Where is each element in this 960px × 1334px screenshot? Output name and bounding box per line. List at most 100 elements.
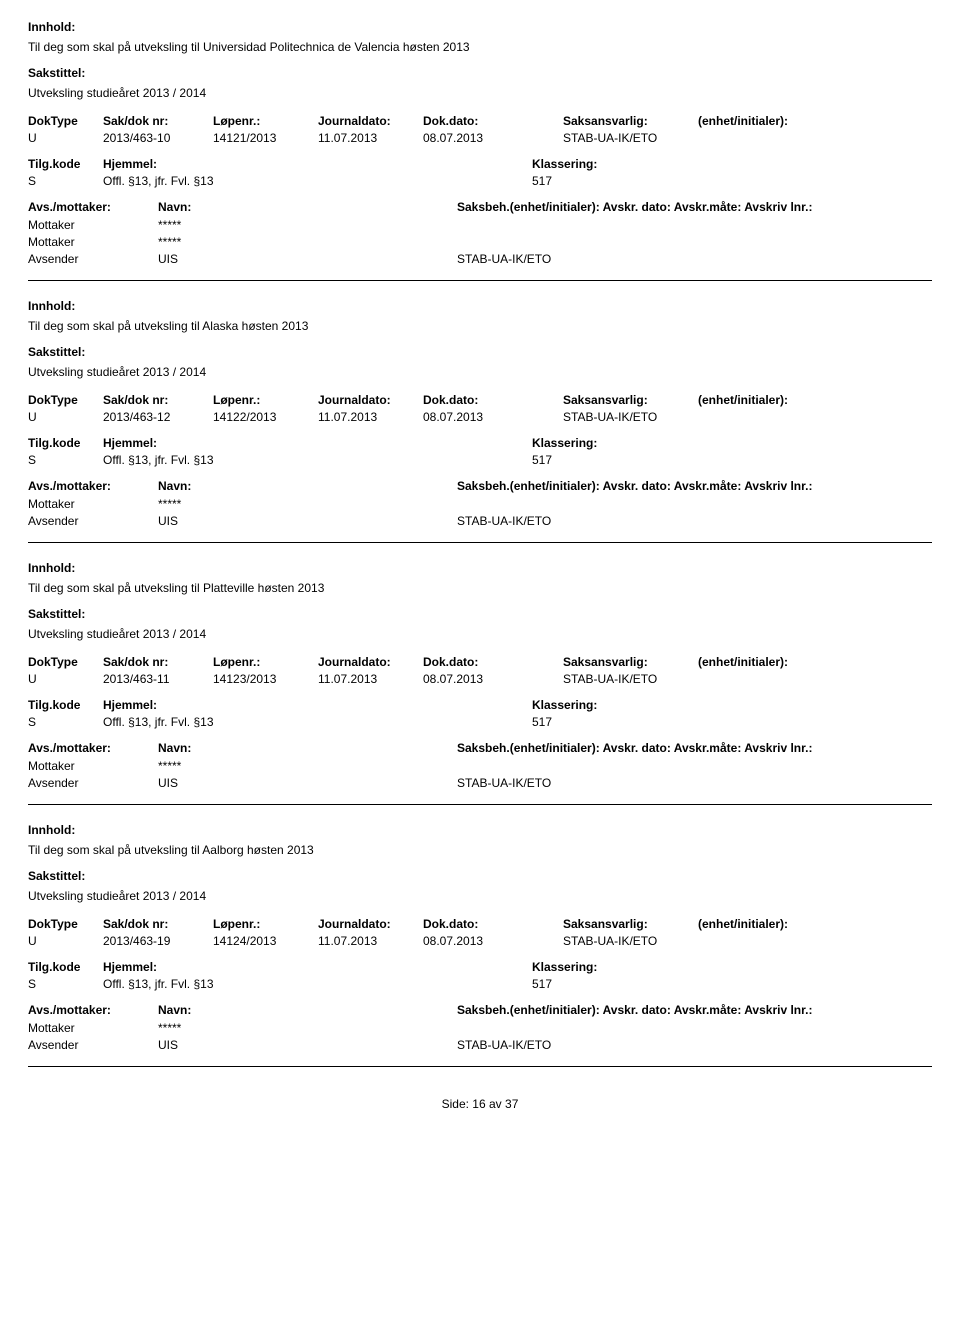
hjemmel-label: Hjemmel:: [103, 698, 532, 712]
tilg-header-row: Tilg.kodeHjemmel:Klassering:: [28, 960, 932, 974]
party-unit: [457, 497, 932, 511]
col-saksansvarlig-label: Saksansvarlig:: [563, 917, 698, 931]
party-row: Mottaker*****: [28, 759, 932, 773]
party-role: Mottaker: [28, 235, 158, 249]
hjemmel-label: Hjemmel:: [103, 436, 532, 450]
journal-entry: Innhold: Til deg som skal på utveksling t…: [28, 299, 932, 528]
hjemmel-value: Offl. §13, jfr. Fvl. §13: [103, 977, 532, 991]
innhold-text: Til deg som skal på utveksling til Alask…: [28, 319, 932, 333]
col-journaldato-label: Journaldato:: [318, 393, 423, 407]
meta-data-row: U2013/463-1914124/201311.07.201308.07.20…: [28, 934, 932, 948]
journaldato-value: 11.07.2013: [318, 934, 423, 948]
party-name: *****: [158, 497, 457, 511]
col-enhet-label: (enhet/initialer):: [698, 655, 932, 669]
party-name: *****: [158, 218, 457, 232]
tilgkode-value: S: [28, 453, 103, 467]
dokdato-value: 08.07.2013: [423, 672, 563, 686]
col-dokdato-label: Dok.dato:: [423, 393, 563, 407]
enhet-value: [698, 410, 932, 424]
footer-page-sep: av: [489, 1097, 502, 1111]
col-lopenr-label: Løpenr.:: [213, 655, 318, 669]
doktype-value: U: [28, 672, 103, 686]
col-sakdok-label: Sak/dok nr:: [103, 917, 213, 931]
dokdato-value: 08.07.2013: [423, 131, 563, 145]
party-name: *****: [158, 759, 457, 773]
dokdato-value: 08.07.2013: [423, 410, 563, 424]
meta-data-row: U2013/463-1214122/201311.07.201308.07.20…: [28, 410, 932, 424]
col-dokdato-label: Dok.dato:: [423, 655, 563, 669]
party-row: Mottaker*****: [28, 235, 932, 249]
klassering-label: Klassering:: [532, 157, 932, 171]
lopenr-value: 14122/2013: [213, 410, 318, 424]
col-saksansvarlig-label: Saksansvarlig:: [563, 655, 698, 669]
col-dokdato-label: Dok.dato:: [423, 114, 563, 128]
party-role: Mottaker: [28, 1021, 158, 1035]
meta-header-row: DokTypeSak/dok nr:Løpenr.:Journaldato:Do…: [28, 393, 932, 407]
journal-entries: Innhold: Til deg som skal på utveksling t…: [28, 20, 932, 1067]
journaldato-value: 11.07.2013: [318, 672, 423, 686]
party-name: *****: [158, 235, 457, 249]
tilg-data-row: SOffl. §13, jfr. Fvl. §13517: [28, 453, 932, 467]
col-journaldato-label: Journaldato:: [318, 655, 423, 669]
tilg-data-row: SOffl. §13, jfr. Fvl. §13517: [28, 715, 932, 729]
sakdok-value: 2013/463-12: [103, 410, 213, 424]
tilgkode-value: S: [28, 174, 103, 188]
col-dokdato-label: Dok.dato:: [423, 917, 563, 931]
party-role: Mottaker: [28, 759, 158, 773]
tilg-data-row: SOffl. §13, jfr. Fvl. §13517: [28, 977, 932, 991]
party-role: Avsender: [28, 776, 158, 790]
sakstittel-label: Sakstittel:: [28, 607, 932, 621]
entry-separator: [28, 542, 932, 543]
navn-label: Navn:: [158, 479, 457, 493]
party-row: AvsenderUISSTAB-UA-IK/ETO: [28, 776, 932, 790]
sakdok-value: 2013/463-10: [103, 131, 213, 145]
tilgkode-label: Tilg.kode: [28, 960, 103, 974]
tilgkode-label: Tilg.kode: [28, 698, 103, 712]
meta-header-row: DokTypeSak/dok nr:Løpenr.:Journaldato:Do…: [28, 114, 932, 128]
party-unit: [457, 1021, 932, 1035]
footer-page-current: 16: [472, 1097, 485, 1111]
doktype-value: U: [28, 934, 103, 948]
dokdato-value: 08.07.2013: [423, 934, 563, 948]
klassering-label: Klassering:: [532, 698, 932, 712]
col-sakdok-label: Sak/dok nr:: [103, 114, 213, 128]
enhet-value: [698, 934, 932, 948]
page-footer: Side: 16 av 37: [28, 1097, 932, 1111]
col-doktype-label: DokType: [28, 393, 103, 407]
saksbeh-label: Saksbeh.(enhet/initialer): Avskr. dato: …: [457, 200, 932, 214]
party-row: AvsenderUISSTAB-UA-IK/ETO: [28, 514, 932, 528]
tilgkode-value: S: [28, 715, 103, 729]
sakstittel-text: Utveksling studieåret 2013 / 2014: [28, 627, 932, 641]
lopenr-value: 14121/2013: [213, 131, 318, 145]
footer-side-label: Side:: [442, 1097, 469, 1111]
sakstittel-text: Utveksling studieåret 2013 / 2014: [28, 86, 932, 100]
avsmottaker-label: Avs./mottaker:: [28, 1003, 158, 1017]
innhold-label: Innhold:: [28, 299, 932, 313]
hjemmel-label: Hjemmel:: [103, 157, 532, 171]
col-lopenr-label: Løpenr.:: [213, 114, 318, 128]
klassering-label: Klassering:: [532, 436, 932, 450]
lopenr-value: 14124/2013: [213, 934, 318, 948]
col-lopenr-label: Løpenr.:: [213, 393, 318, 407]
entry-separator: [28, 1066, 932, 1067]
klassering-value: 517: [532, 977, 932, 991]
avsmottaker-label: Avs./mottaker:: [28, 200, 158, 214]
saksansvarlig-value: STAB-UA-IK/ETO: [563, 131, 698, 145]
innhold-label: Innhold:: [28, 20, 932, 34]
col-saksansvarlig-label: Saksansvarlig:: [563, 114, 698, 128]
doktype-value: U: [28, 131, 103, 145]
party-header-row: Avs./mottaker:Navn:Saksbeh.(enhet/initia…: [28, 479, 932, 493]
enhet-value: [698, 672, 932, 686]
sakstittel-label: Sakstittel:: [28, 66, 932, 80]
doktype-value: U: [28, 410, 103, 424]
avsmottaker-label: Avs./mottaker:: [28, 741, 158, 755]
party-role: Mottaker: [28, 497, 158, 511]
lopenr-value: 14123/2013: [213, 672, 318, 686]
sakdok-value: 2013/463-11: [103, 672, 213, 686]
col-doktype-label: DokType: [28, 114, 103, 128]
party-name: UIS: [158, 776, 457, 790]
party-role: Mottaker: [28, 218, 158, 232]
party-name: *****: [158, 1021, 457, 1035]
party-header-row: Avs./mottaker:Navn:Saksbeh.(enhet/initia…: [28, 741, 932, 755]
meta-header-row: DokTypeSak/dok nr:Løpenr.:Journaldato:Do…: [28, 917, 932, 931]
